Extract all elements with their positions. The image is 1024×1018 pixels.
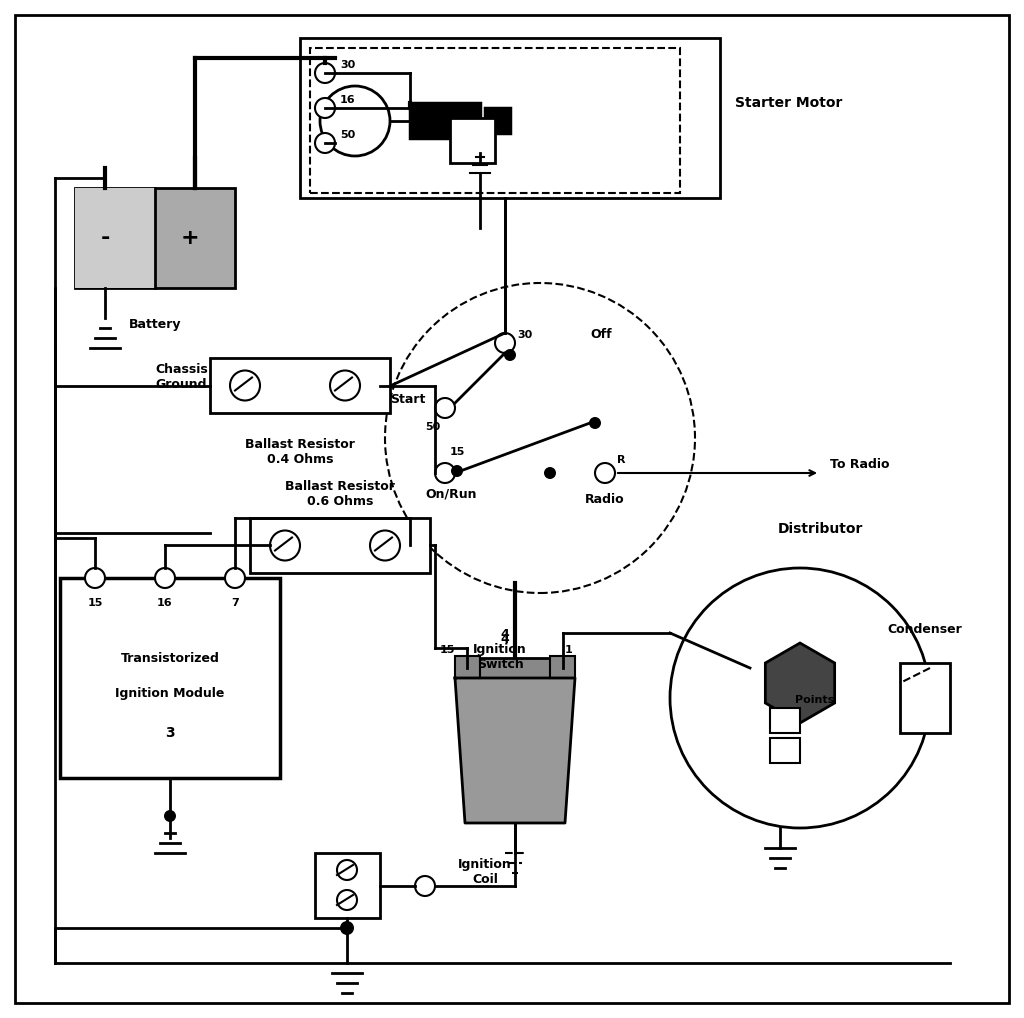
FancyBboxPatch shape	[485, 108, 510, 133]
Circle shape	[589, 417, 601, 429]
Text: Ballast Resistor
0.4 Ohms: Ballast Resistor 0.4 Ohms	[245, 438, 355, 466]
Text: To Radio: To Radio	[830, 458, 890, 471]
Circle shape	[595, 463, 615, 483]
FancyBboxPatch shape	[450, 118, 495, 163]
Text: 4: 4	[501, 628, 509, 641]
FancyBboxPatch shape	[75, 188, 234, 288]
Text: 50: 50	[425, 422, 440, 432]
FancyBboxPatch shape	[75, 188, 155, 288]
Text: Ignition
Coil: Ignition Coil	[458, 858, 512, 886]
Circle shape	[315, 133, 335, 153]
FancyBboxPatch shape	[210, 358, 390, 413]
Text: 7: 7	[231, 598, 239, 608]
Text: 50: 50	[340, 130, 355, 140]
Text: Off: Off	[590, 328, 611, 341]
Circle shape	[319, 86, 390, 156]
Text: Chassis
Ground: Chassis Ground	[155, 363, 208, 391]
Circle shape	[435, 398, 455, 418]
FancyBboxPatch shape	[455, 656, 480, 678]
Text: I: I	[493, 111, 497, 121]
FancyBboxPatch shape	[60, 578, 280, 778]
FancyBboxPatch shape	[410, 103, 480, 138]
Circle shape	[670, 568, 930, 828]
Bar	[310, 48, 680, 193]
Text: 15: 15	[440, 645, 456, 655]
Circle shape	[435, 463, 455, 483]
FancyBboxPatch shape	[250, 518, 430, 573]
Text: 30: 30	[517, 330, 532, 340]
FancyBboxPatch shape	[900, 663, 950, 733]
Text: Transistorized: Transistorized	[121, 652, 219, 665]
Circle shape	[370, 530, 400, 561]
Text: On/Run: On/Run	[425, 488, 476, 501]
FancyBboxPatch shape	[470, 658, 560, 678]
Text: 16: 16	[158, 598, 173, 608]
Text: Battery: Battery	[129, 318, 181, 331]
Circle shape	[230, 371, 260, 400]
Circle shape	[225, 568, 245, 588]
Circle shape	[270, 530, 300, 561]
Text: 3: 3	[165, 726, 175, 740]
Circle shape	[340, 921, 354, 935]
Circle shape	[544, 467, 556, 479]
Circle shape	[85, 568, 105, 588]
Circle shape	[385, 283, 695, 593]
Circle shape	[315, 98, 335, 118]
Circle shape	[495, 333, 515, 353]
FancyBboxPatch shape	[550, 656, 575, 678]
FancyBboxPatch shape	[770, 708, 800, 733]
FancyBboxPatch shape	[315, 853, 380, 918]
Circle shape	[315, 63, 335, 83]
Circle shape	[451, 465, 463, 477]
Text: Condenser: Condenser	[888, 623, 963, 636]
FancyBboxPatch shape	[300, 38, 720, 197]
Text: Ignition
Switch: Ignition Switch	[473, 643, 527, 671]
Polygon shape	[455, 678, 575, 823]
Text: Start: Start	[390, 393, 425, 406]
Text: Starter Motor: Starter Motor	[735, 96, 843, 110]
Circle shape	[330, 371, 360, 400]
Text: 30: 30	[340, 60, 355, 70]
Text: 4: 4	[500, 633, 509, 646]
Text: 16: 16	[340, 95, 355, 105]
Text: Points: Points	[796, 695, 835, 705]
Circle shape	[155, 568, 175, 588]
Text: R: R	[617, 455, 626, 465]
Circle shape	[164, 810, 176, 822]
Circle shape	[415, 876, 435, 896]
Text: Ignition Module: Ignition Module	[116, 686, 224, 699]
Text: Distributor: Distributor	[777, 522, 862, 536]
Text: 1: 1	[565, 645, 572, 655]
Text: 15: 15	[450, 447, 465, 457]
FancyBboxPatch shape	[15, 15, 1009, 1003]
Text: 15: 15	[87, 598, 102, 608]
Polygon shape	[765, 643, 835, 723]
Text: +: +	[180, 228, 200, 248]
Circle shape	[337, 890, 357, 910]
Circle shape	[337, 860, 357, 880]
FancyBboxPatch shape	[770, 738, 800, 764]
Text: Ballast Resistor
0.6 Ohms: Ballast Resistor 0.6 Ohms	[285, 480, 395, 508]
Circle shape	[504, 349, 516, 361]
Text: Radio: Radio	[585, 493, 625, 506]
Text: -: -	[100, 228, 110, 248]
